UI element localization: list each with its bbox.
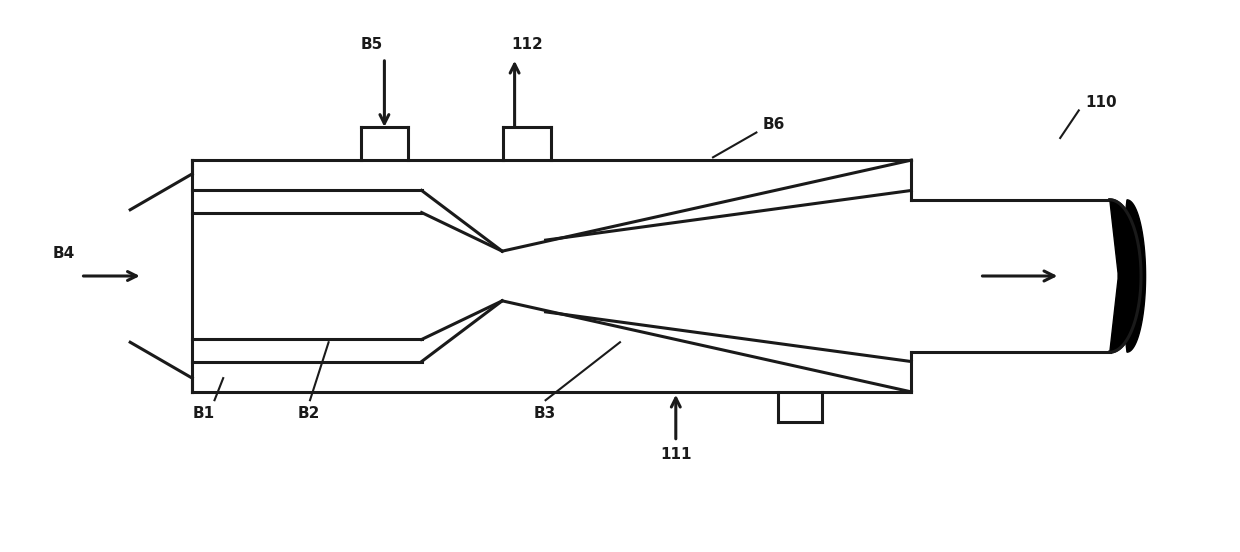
Text: B5: B5 [361, 38, 383, 52]
Text: B1: B1 [192, 406, 215, 421]
Text: 112: 112 [511, 38, 543, 52]
Polygon shape [1110, 200, 1146, 352]
Text: 110: 110 [1085, 95, 1117, 110]
Text: B2: B2 [298, 406, 320, 421]
Text: 111: 111 [660, 447, 692, 462]
Text: B4: B4 [52, 246, 74, 262]
Text: B3: B3 [533, 406, 556, 421]
Text: B6: B6 [763, 118, 785, 132]
